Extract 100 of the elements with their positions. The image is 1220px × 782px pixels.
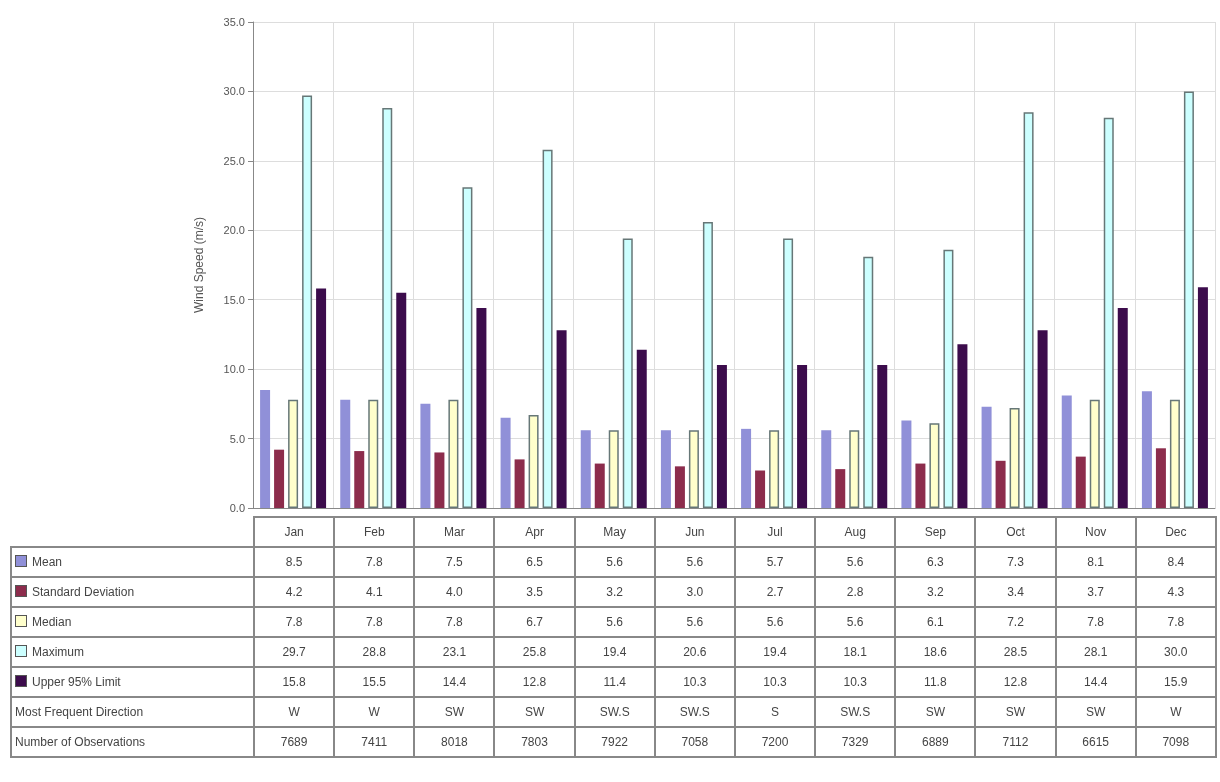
data-label: 20.6 (654, 637, 735, 667)
bar (1075, 456, 1086, 508)
bar (783, 238, 794, 508)
bar (981, 406, 992, 508)
data-label: 10.3 (815, 667, 896, 697)
bar (716, 364, 727, 508)
data-label: 2.8 (815, 577, 896, 607)
bar (863, 256, 874, 508)
legend-label: Mean (11, 547, 254, 577)
data-label: 3.5 (494, 577, 575, 607)
bar (354, 451, 365, 508)
data-label: 15.5 (334, 667, 415, 697)
bar (1183, 91, 1194, 508)
data-label: 8.4 (1135, 547, 1216, 577)
data-label: 15.8 (254, 667, 335, 697)
bar (943, 249, 954, 508)
data-label: 8.1 (1055, 547, 1136, 577)
text: 7329 (815, 727, 896, 757)
text: SW.S (815, 697, 896, 727)
bar (702, 221, 713, 508)
data-label: 28.1 (1055, 637, 1136, 667)
data-label: 11.8 (895, 667, 976, 697)
bar (340, 399, 351, 508)
y-tick-label: 25.0 (223, 154, 245, 167)
text: 7058 (654, 727, 735, 757)
bar (594, 463, 605, 508)
data-label: 7.8 (254, 607, 335, 637)
bar (542, 149, 553, 508)
bar (929, 423, 940, 508)
x-tick-label: Jun (654, 517, 735, 547)
bar (462, 187, 473, 508)
bar (1089, 399, 1100, 508)
data-label: 6.7 (494, 607, 575, 637)
data-label: 11.4 (574, 667, 655, 697)
data-label: 7.2 (975, 607, 1056, 637)
text: 7411 (334, 727, 415, 757)
text: SW (975, 697, 1056, 727)
text: SW (414, 697, 495, 727)
data-label: 3.2 (574, 577, 655, 607)
x-tick-label: Dec (1135, 517, 1216, 547)
bar (382, 108, 393, 508)
data-label: 5.7 (734, 547, 816, 577)
bar (302, 95, 313, 508)
data-label: 6.3 (895, 547, 976, 577)
bar (755, 470, 766, 508)
text: S (734, 697, 816, 727)
bar (957, 344, 968, 508)
data-label: 4.2 (254, 577, 335, 607)
bar (769, 430, 780, 508)
data-label: 3.0 (654, 577, 735, 607)
x-tick-label: Jan (254, 517, 335, 547)
bar (674, 466, 685, 508)
y-tick-label: 5.0 (229, 432, 245, 445)
data-label: 4.3 (1135, 577, 1216, 607)
text: Most Frequent Direction (11, 697, 254, 727)
bar (636, 349, 647, 508)
data-label: 5.6 (654, 547, 735, 577)
data-label: 3.2 (895, 577, 976, 607)
data-label: 7.8 (1135, 607, 1216, 637)
data-label: 25.8 (494, 637, 575, 667)
data-label: 7.3 (975, 547, 1056, 577)
x-tick-label: May (574, 517, 655, 547)
bar (528, 414, 539, 508)
data-label: 4.0 (414, 577, 495, 607)
data-label: 19.4 (574, 637, 655, 667)
bar (741, 428, 752, 508)
bar (288, 399, 299, 508)
bar (797, 364, 808, 508)
data-label: 4.1 (334, 577, 415, 607)
bar (901, 420, 912, 508)
text: SW (1055, 697, 1136, 727)
data-label: 28.8 (334, 637, 415, 667)
bar (608, 430, 619, 508)
x-tick-label: Jul (734, 517, 816, 547)
text: Number of Observations (11, 727, 254, 757)
text: SW (494, 697, 575, 727)
text: 6889 (895, 727, 976, 757)
bar (1155, 448, 1166, 508)
legend-label: Maximum (11, 637, 254, 667)
text: 7803 (494, 727, 575, 757)
data-label: 10.3 (654, 667, 735, 697)
data-label: 29.7 (254, 637, 335, 667)
text: SW.S (654, 697, 735, 727)
data-label: 2.7 (734, 577, 816, 607)
text: 8018 (414, 727, 495, 757)
data-label: 12.8 (494, 667, 575, 697)
data-label: 15.9 (1135, 667, 1216, 697)
bar (622, 238, 633, 508)
bar (877, 364, 888, 508)
x-tick-label: Oct (975, 517, 1056, 547)
data-label: 5.6 (574, 607, 655, 637)
data-label: 7.8 (1055, 607, 1136, 637)
data-label: 8.5 (254, 547, 335, 577)
data-label: 5.6 (815, 607, 896, 637)
data-label: 18.6 (895, 637, 976, 667)
bar (396, 292, 407, 508)
data-label: 5.6 (574, 547, 655, 577)
text: W (1135, 697, 1216, 727)
bar (1117, 308, 1128, 508)
x-tick-label: Feb (334, 517, 415, 547)
